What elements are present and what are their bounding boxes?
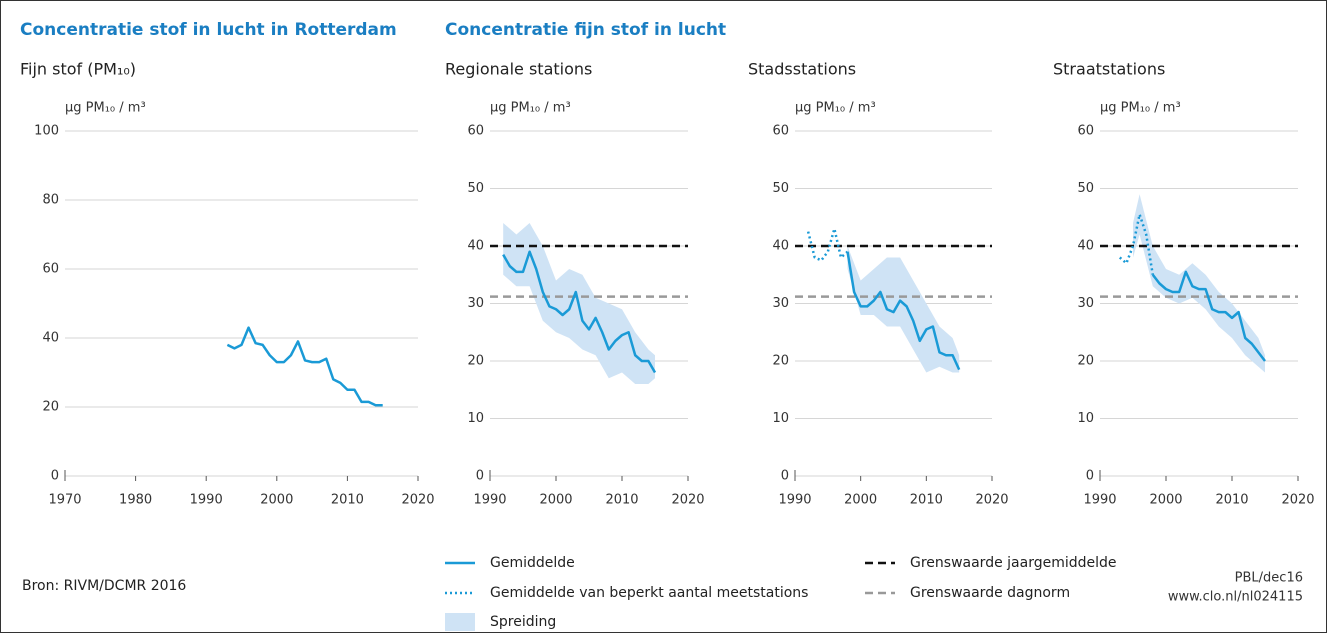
- x-tick-label: 1990: [190, 493, 223, 508]
- data-line: [502, 250, 657, 374]
- x-tick-label: 2000: [844, 493, 877, 508]
- y-tick-label: 20: [1077, 354, 1094, 369]
- y-tick-label: 40: [467, 239, 484, 254]
- x-tick-label: 1980: [119, 493, 152, 508]
- data-line: [806, 227, 849, 262]
- x-tick-label: 1990: [778, 493, 811, 508]
- x-tick-label: 2010: [605, 493, 638, 508]
- x-tick-label: 2020: [671, 493, 704, 508]
- panel-title: Straatstations: [1053, 60, 1165, 79]
- y-tick-label: 10: [772, 411, 789, 426]
- y-tick-label: 60: [772, 124, 789, 139]
- y-tick-label: 0: [51, 469, 59, 484]
- y-axis-label: µg PM₁₀ / m³: [795, 101, 876, 116]
- x-tick-label: 1990: [1083, 493, 1116, 508]
- x-tick-label: 2010: [910, 493, 943, 508]
- y-tick-label: 0: [781, 469, 789, 484]
- y-tick-label: 80: [42, 193, 59, 208]
- y-axis-label: µg PM₁₀ / m³: [490, 101, 571, 116]
- y-tick-label: 50: [772, 181, 789, 196]
- y-tick-label: 60: [1077, 124, 1094, 139]
- y-tick-label: 10: [1077, 411, 1094, 426]
- panel-title: Fijn stof (PM₁₀): [20, 60, 136, 79]
- y-tick-label: 30: [1077, 296, 1094, 311]
- y-axis-label: µg PM₁₀ / m³: [65, 101, 146, 116]
- y-tick-label: 0: [1086, 469, 1094, 484]
- x-tick-label: 2000: [539, 493, 572, 508]
- y-tick-label: 60: [42, 262, 59, 277]
- spread-band: [1133, 194, 1265, 373]
- source: Bron: RIVM/DCMR 2016: [22, 578, 186, 594]
- y-tick-label: 50: [467, 181, 484, 196]
- x-tick-label: 1990: [473, 493, 506, 508]
- x-tick-label: 2020: [1281, 493, 1314, 508]
- x-tick-label: 2020: [975, 493, 1008, 508]
- y-tick-label: 50: [1077, 181, 1094, 196]
- y-tick-label: 20: [772, 354, 789, 369]
- y-tick-label: 40: [772, 239, 789, 254]
- x-tick-label: 2010: [331, 493, 364, 508]
- y-tick-label: 30: [772, 296, 789, 311]
- data-line: [226, 326, 383, 407]
- spread-band: [847, 246, 960, 373]
- data-line: [846, 251, 961, 371]
- legend-swatch: [445, 613, 475, 631]
- header: Concentratie fijn stof in lucht: [445, 20, 726, 40]
- y-tick-label: 60: [467, 124, 484, 139]
- legend-label: Grenswaarde jaargemiddelde: [910, 555, 1117, 571]
- y-tick-label: 100: [34, 124, 59, 139]
- y-tick-label: 30: [467, 296, 484, 311]
- y-tick-label: 40: [42, 331, 59, 346]
- x-tick-label: 2020: [401, 493, 434, 508]
- legend-label: Gemiddelde van beperkt aantal meetstatio…: [490, 585, 808, 601]
- x-tick-label: 2010: [1215, 493, 1248, 508]
- y-tick-label: 20: [42, 400, 59, 415]
- x-tick-label: 2000: [1149, 493, 1182, 508]
- header: Concentratie stof in lucht in Rotterdam: [20, 20, 397, 40]
- credit: PBL/dec16: [1235, 571, 1303, 586]
- panel-title: Stadsstations: [748, 60, 856, 79]
- y-axis-label: µg PM₁₀ / m³: [1100, 101, 1181, 116]
- legend-label: Spreiding: [490, 614, 556, 630]
- y-tick-label: 10: [467, 411, 484, 426]
- panel-title: Regionale stations: [445, 60, 592, 79]
- legend-label: Gemiddelde: [490, 555, 575, 571]
- y-tick-label: 40: [1077, 239, 1094, 254]
- credit: www.clo.nl/nl024115: [1168, 590, 1303, 605]
- y-tick-label: 0: [476, 469, 484, 484]
- data-line: [1151, 270, 1266, 362]
- x-tick-label: 2000: [260, 493, 293, 508]
- x-tick-label: 1970: [48, 493, 81, 508]
- legend-label: Grenswaarde dagnorm: [910, 585, 1070, 601]
- y-tick-label: 20: [467, 354, 484, 369]
